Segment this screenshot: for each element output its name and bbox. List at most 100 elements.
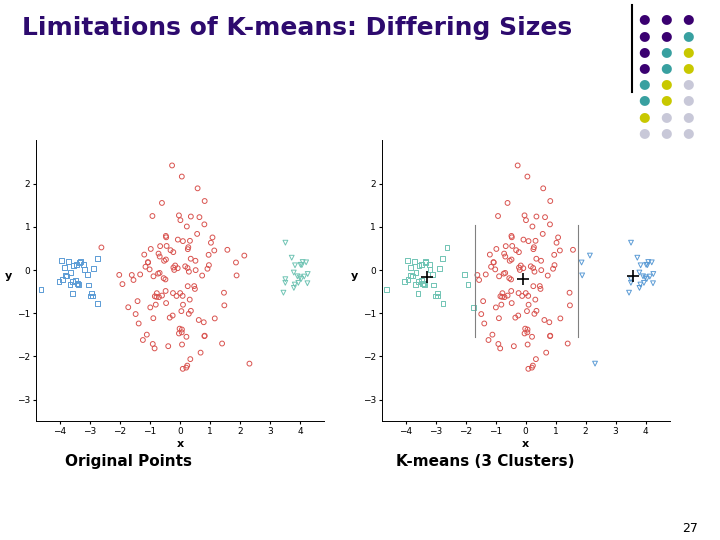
Point xyxy=(174,211,185,220)
Point xyxy=(96,243,107,252)
Point xyxy=(297,258,308,266)
Point xyxy=(437,254,449,263)
Point xyxy=(647,269,659,278)
Text: ●: ● xyxy=(682,29,693,42)
Point xyxy=(296,261,307,269)
Point xyxy=(523,300,534,309)
Point xyxy=(56,256,68,265)
Point xyxy=(544,332,556,340)
Point xyxy=(117,280,128,288)
Point xyxy=(576,258,588,267)
Point xyxy=(433,264,445,273)
Point xyxy=(625,279,636,287)
Point xyxy=(521,216,532,225)
Point xyxy=(185,254,197,263)
Point xyxy=(300,258,312,267)
Point xyxy=(625,238,636,247)
Text: ●: ● xyxy=(682,45,693,58)
Point xyxy=(527,264,539,272)
Point xyxy=(402,256,413,265)
Point xyxy=(160,287,171,295)
Point xyxy=(441,243,453,252)
Point xyxy=(504,256,516,265)
Text: K-means (3 Clusters): K-means (3 Clusters) xyxy=(396,454,575,469)
Point xyxy=(506,233,518,241)
Point xyxy=(184,237,196,245)
Point xyxy=(160,232,171,240)
Text: ●: ● xyxy=(682,61,693,74)
Point xyxy=(167,289,179,298)
Point xyxy=(485,262,497,271)
Point xyxy=(193,316,204,325)
Point xyxy=(294,273,305,282)
Text: ●: ● xyxy=(639,61,650,74)
Point xyxy=(218,288,230,297)
Point xyxy=(172,264,184,273)
Point xyxy=(181,264,193,272)
Point xyxy=(166,161,178,170)
Point xyxy=(292,272,303,281)
Point xyxy=(81,270,93,279)
Point xyxy=(549,261,560,269)
Point xyxy=(502,291,513,300)
Text: ●: ● xyxy=(682,93,693,106)
Point xyxy=(183,243,194,252)
Point xyxy=(544,197,556,205)
Point xyxy=(519,329,531,338)
Point xyxy=(412,289,423,298)
Point xyxy=(510,313,521,322)
Point xyxy=(520,289,531,298)
Point xyxy=(154,268,166,277)
Point xyxy=(637,272,649,281)
Point xyxy=(502,199,513,207)
Point xyxy=(299,272,310,281)
Point xyxy=(521,328,533,336)
Point xyxy=(522,340,534,349)
Point xyxy=(521,307,533,315)
Point xyxy=(513,263,525,272)
Point xyxy=(156,291,168,300)
Point xyxy=(292,279,304,287)
X-axis label: x: x xyxy=(522,438,529,449)
Point xyxy=(544,332,556,340)
Point xyxy=(197,271,208,280)
Point xyxy=(405,263,416,272)
Point xyxy=(493,272,505,281)
Point xyxy=(518,264,529,273)
Point xyxy=(410,280,421,288)
Point xyxy=(171,292,182,300)
Point xyxy=(156,199,168,207)
Point xyxy=(418,279,429,288)
Point xyxy=(53,278,65,286)
Point xyxy=(431,289,443,298)
Point xyxy=(176,307,187,315)
Point xyxy=(189,112,201,121)
Point xyxy=(302,269,313,278)
Point xyxy=(535,285,546,293)
Point xyxy=(74,258,86,267)
Text: ●: ● xyxy=(639,29,650,42)
Point xyxy=(185,307,197,315)
Point xyxy=(203,251,215,259)
Point xyxy=(410,268,422,276)
Point xyxy=(153,249,164,258)
Point xyxy=(163,342,174,350)
Point xyxy=(181,361,193,370)
Point xyxy=(63,257,75,266)
Point xyxy=(506,299,518,307)
Point xyxy=(72,279,84,288)
Point xyxy=(420,258,431,267)
Point xyxy=(644,272,656,281)
Point xyxy=(430,292,441,300)
Point xyxy=(78,260,89,269)
Point xyxy=(475,310,487,319)
Point xyxy=(479,319,490,328)
Point xyxy=(635,261,647,269)
Point xyxy=(567,246,579,254)
Point xyxy=(91,300,103,308)
Point xyxy=(584,251,595,260)
Point xyxy=(278,288,289,297)
Point xyxy=(231,271,243,280)
Point xyxy=(500,268,511,277)
Point xyxy=(130,310,141,319)
